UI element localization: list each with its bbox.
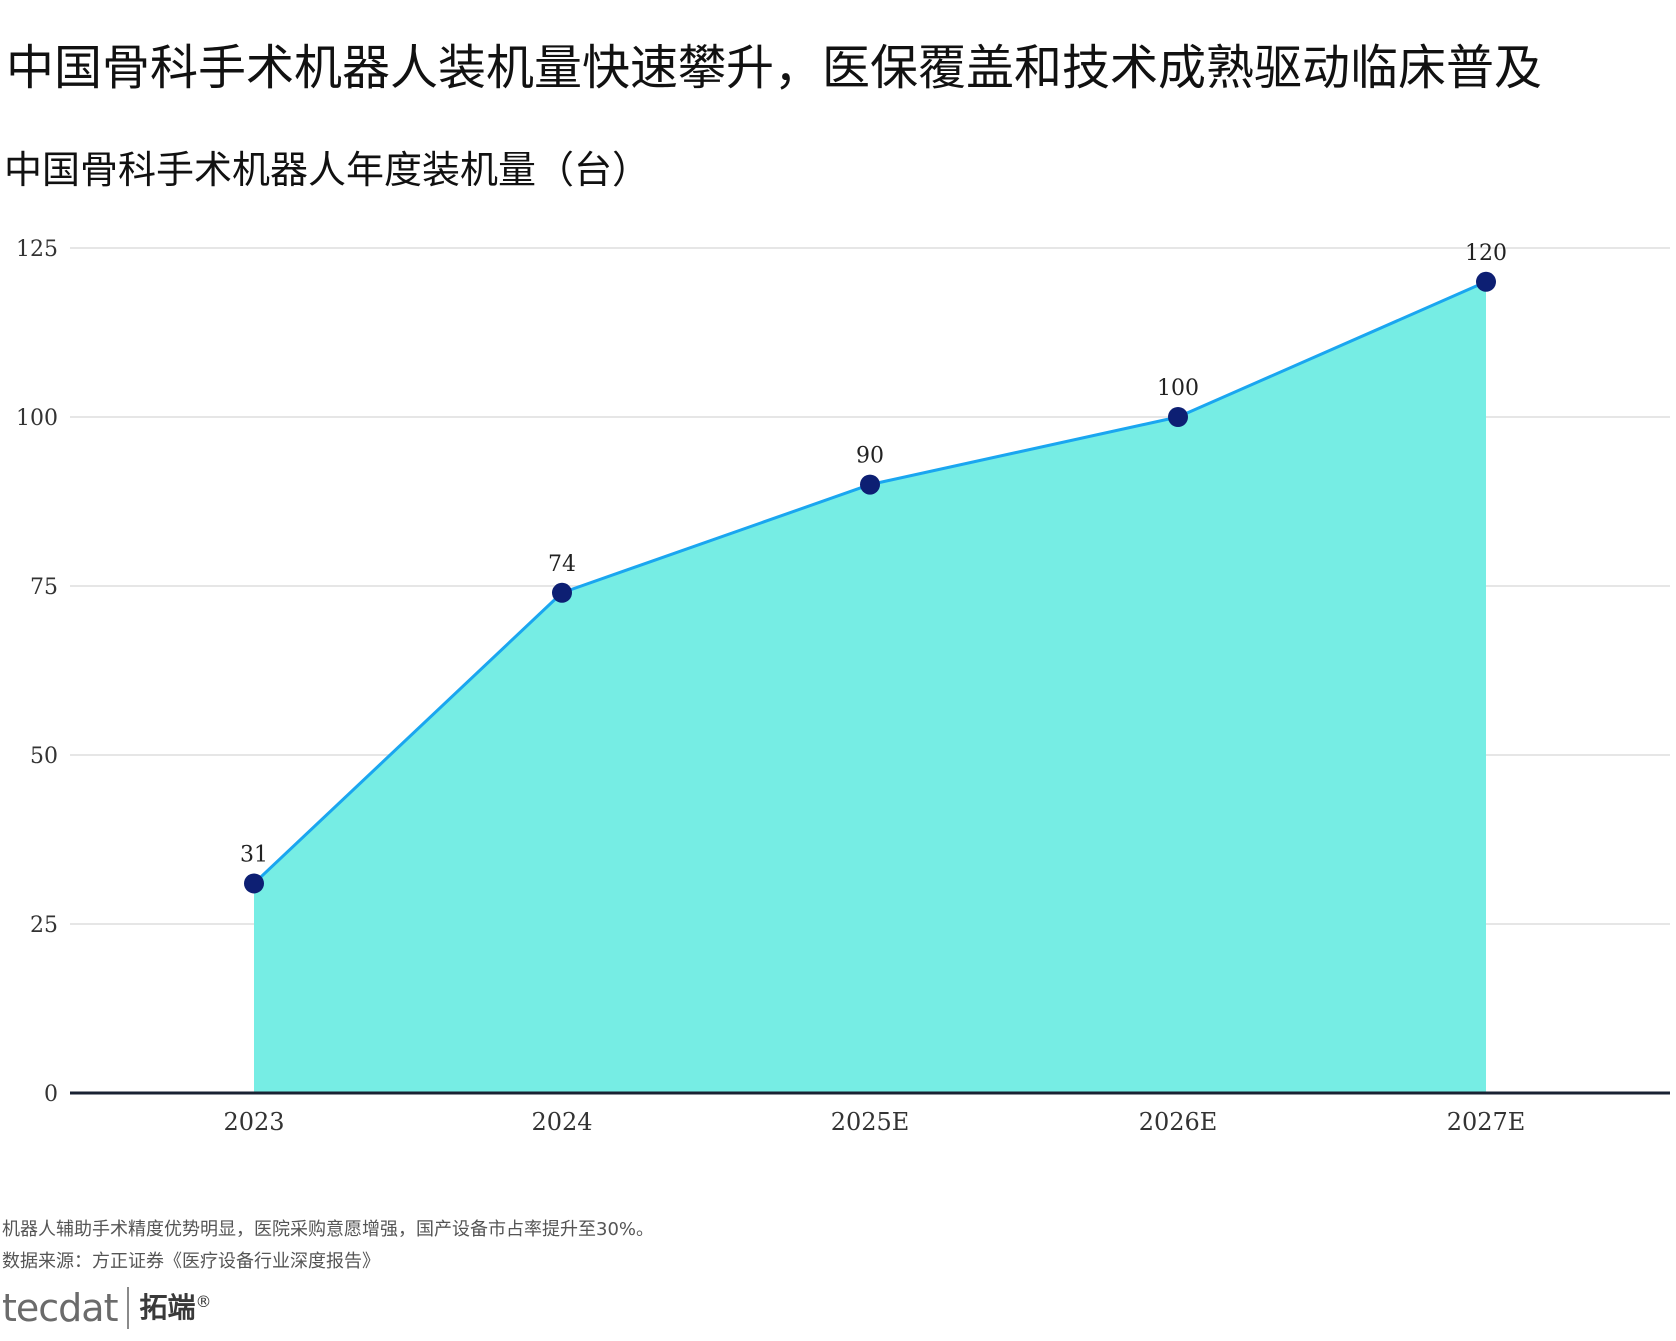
data-point	[552, 582, 572, 603]
y-axis-tick-labels: 0 25 50 75 100 125	[16, 237, 58, 1107]
data-label: 100	[1157, 376, 1199, 401]
y-tick-label: 75	[30, 575, 58, 600]
brand-logo: tecdat 拓端 ®	[2, 1280, 212, 1336]
logo-name: 拓端	[139, 1291, 196, 1324]
data-point	[860, 474, 880, 495]
data-label: 31	[240, 842, 268, 867]
x-tick-label: 2026E	[1139, 1108, 1218, 1136]
y-tick-label: 50	[30, 744, 58, 769]
y-tick-label: 25	[30, 913, 58, 938]
y-tick-label: 0	[44, 1082, 58, 1107]
x-tick-label: 2024	[531, 1108, 592, 1136]
data-labels: 31 74 90 100 120	[240, 241, 1507, 868]
chart-title: 中国骨科手术机器人装机量快速攀升，医保覆盖和技术成熟驱动临床普及	[6, 40, 1543, 96]
data-source: 数据来源：方正证券《医疗设备行业深度报告》	[2, 1251, 380, 1272]
data-point	[244, 873, 264, 894]
chart-subtitle: 中国骨科手术机器人年度装机量（台）	[4, 148, 651, 192]
data-label: 120	[1465, 241, 1507, 266]
footnote: 机器人辅助手术精度优势明显，医院采购意愿增强，国产设备市占率提升至30%。	[2, 1219, 655, 1240]
x-tick-label: 2027E	[1447, 1108, 1526, 1136]
area-layer	[252, 280, 1487, 1093]
registered-mark: ®	[195, 1292, 212, 1311]
logo-mark: tecdat	[2, 1286, 118, 1330]
logo-divider	[127, 1287, 130, 1329]
data-point	[1168, 407, 1188, 427]
area-fill	[254, 281, 1486, 1093]
y-tick-label: 125	[16, 237, 58, 262]
x-tick-label: 2025E	[831, 1108, 910, 1136]
x-axis-tick-labels: 2023 2024 2025E 2026E 2027E	[223, 1108, 1525, 1136]
x-tick-label: 2023	[223, 1108, 284, 1136]
data-label: 90	[856, 444, 884, 469]
y-tick-label: 100	[16, 406, 58, 431]
data-label: 74	[548, 552, 576, 577]
data-markers	[244, 271, 1496, 894]
data-point	[1476, 271, 1496, 292]
